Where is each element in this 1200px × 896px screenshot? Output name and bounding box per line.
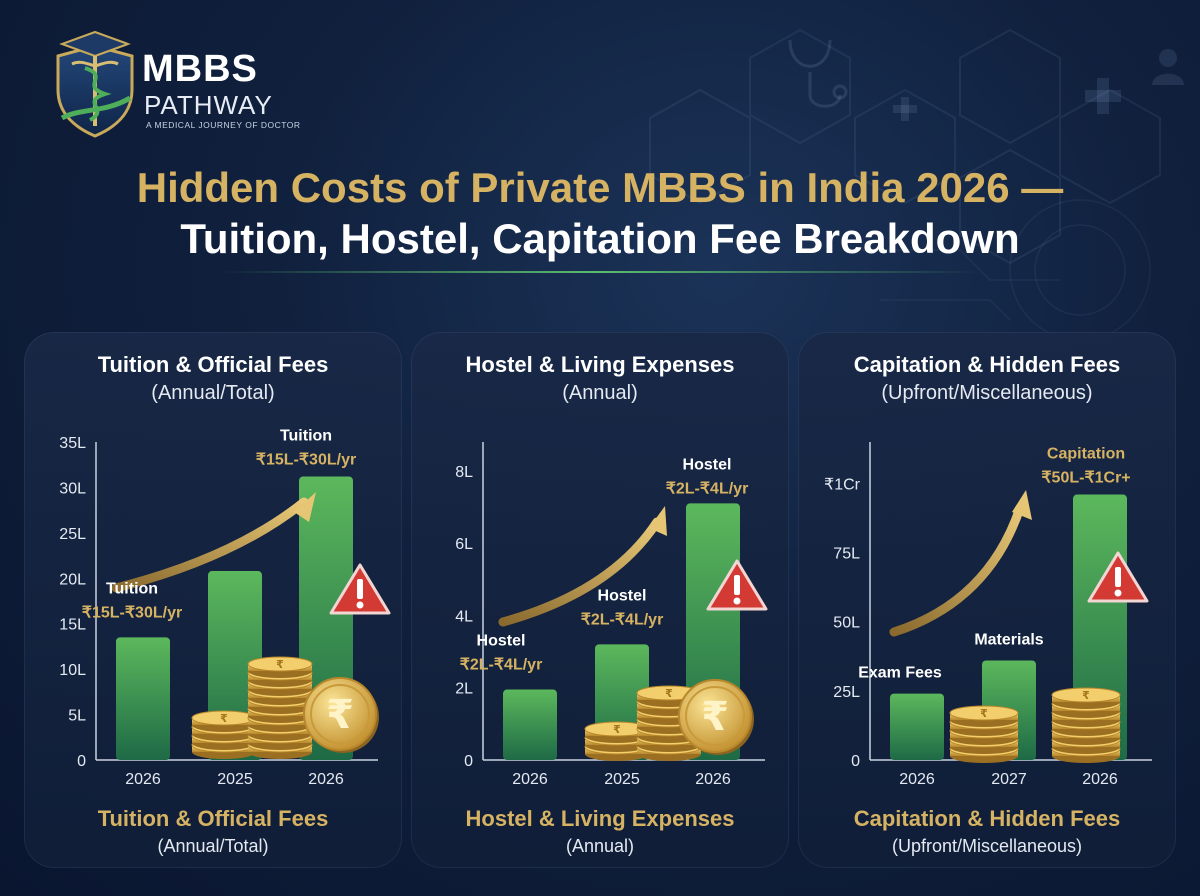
bar-0	[116, 637, 170, 760]
data-label-range: ₹15L-₹30L/yr	[82, 604, 182, 621]
panel-footer-sub: (Upfront/Miscellaneous)	[891, 836, 1083, 856]
svg-text:₹: ₹	[276, 658, 284, 671]
y-tick-label: 35L	[59, 435, 86, 452]
svg-text:₹: ₹	[1082, 689, 1090, 702]
data-label-name: Tuition	[280, 428, 332, 445]
x-tick-label: 2026	[125, 771, 161, 788]
svg-text:₹: ₹	[980, 707, 988, 720]
tuition-chart: 0 5L 10L 15L 20L 25L 30L 35L 2026 2025 2026 ₹ ₹ ₹ Tuit…	[59, 428, 391, 788]
brand-name: MBBS	[142, 48, 258, 90]
data-label-name: Materials	[974, 631, 1043, 648]
y-tick-label: 30L	[59, 480, 86, 497]
hostel-panel: Hostel & Living Expenses (Annual) 0 2L 4L 6…	[411, 332, 789, 868]
y-tick-label: 2L	[455, 681, 473, 698]
y-tick-label: 50L	[833, 615, 860, 632]
bar-0	[503, 689, 557, 760]
doctor-icon	[1152, 49, 1184, 85]
y-tick-label: 4L	[455, 608, 473, 625]
coin-stack-icon: ₹	[584, 721, 650, 761]
y-tick-label: ₹1Cr	[824, 476, 861, 493]
y-tick-label: 25L	[833, 684, 860, 701]
y-tick-label: 0	[464, 753, 473, 770]
svg-text:₹: ₹	[613, 723, 621, 736]
capitation-chart: 0 25L 50L 75L ₹1Cr 2026 2027 2026 ₹ ₹ Exam Fees Mat…	[824, 442, 1152, 788]
y-tick-label: 15L	[59, 617, 86, 634]
x-tick-label: 2026	[1082, 771, 1118, 788]
page-title-line-2: Tuition, Hostel, Capitation Fee Breakdow…	[180, 215, 1020, 262]
y-tick-label: 8L	[455, 464, 473, 481]
bar-0	[890, 693, 944, 760]
panel-footer: Hostel & Living Expenses	[465, 806, 735, 831]
data-label-range: ₹50L-₹1Cr+	[1041, 470, 1130, 487]
coin-stack-icon: ₹	[191, 710, 257, 759]
y-tick-label: 25L	[59, 526, 86, 543]
coin-stack-icon: ₹	[1051, 687, 1121, 763]
data-label-range: ₹2L-₹4L/yr	[666, 480, 749, 497]
svg-text:₹: ₹	[220, 712, 228, 725]
panel-footer-sub: (Annual/Total)	[157, 836, 269, 856]
data-label-name: Tuition	[106, 580, 158, 597]
y-tick-label: 5L	[68, 708, 86, 725]
rupee-coin-icon: ₹	[303, 677, 379, 753]
panel-footer-sub: (Annual)	[565, 836, 635, 856]
title-divider	[220, 271, 980, 273]
brand-name-sub: PATHWAY	[144, 90, 273, 120]
growth-arrow	[889, 490, 1032, 637]
stethoscope-icon	[788, 39, 848, 108]
brand-tagline: A MEDICAL JOURNEY OF DOCTOR	[146, 120, 301, 130]
data-label-range: ₹2L-₹4L/yr	[460, 657, 543, 674]
growth-arrow	[498, 506, 667, 627]
y-tick-label: 10L	[59, 662, 86, 679]
warning-triangle-icon	[329, 563, 391, 615]
svg-text:₹: ₹	[326, 692, 354, 738]
y-tick-label: 0	[851, 753, 860, 770]
panel-heading: Tuition & Official Fees	[97, 352, 329, 377]
x-tick-label: 2026	[308, 771, 344, 788]
capitation-panel: Capitation & Hidden Fees (Upfront/Miscel…	[798, 332, 1176, 868]
x-tick-label: 2026	[899, 771, 935, 788]
panel-footer: Tuition & Official Fees	[97, 806, 329, 831]
svg-text:₹: ₹	[701, 694, 729, 740]
panel-subheading: (Upfront/Miscellaneous)	[881, 382, 1093, 404]
panel-subheading: (Annual/Total)	[151, 382, 275, 404]
rupee-coin-icon: ₹	[678, 679, 754, 755]
y-tick-label: 75L	[833, 546, 860, 563]
coin-stack-icon: ₹	[247, 656, 313, 759]
data-label-name: Hostel	[477, 633, 526, 650]
y-tick-label: 20L	[59, 571, 86, 588]
warning-triangle-icon	[706, 559, 768, 611]
panel-footer: Capitation & Hidden Fees	[853, 806, 1121, 831]
x-tick-label: 2026	[695, 771, 731, 788]
medical-cross-icon	[893, 78, 1121, 121]
y-tick-label: 6L	[455, 536, 473, 553]
svg-text:₹: ₹	[665, 687, 673, 700]
data-label-name: Capitation	[1047, 446, 1125, 463]
data-label-range: ₹15L-₹30L/yr	[256, 452, 356, 469]
y-tick-label: 0	[77, 753, 86, 770]
caduceus-shield-logo	[56, 30, 134, 138]
coin-stack-icon: ₹	[949, 705, 1019, 763]
tuition-panel: Tuition & Official Fees (Annual/Total) 0…	[24, 332, 402, 868]
data-label-name: Hostel	[598, 587, 647, 604]
growth-arrow	[111, 492, 316, 593]
panel-subheading: (Annual)	[562, 382, 638, 404]
brand-logo: MBBS PATHWAY A MEDICAL JOURNEY OF DOCTOR	[50, 28, 310, 140]
panel-heading: Hostel & Living Expenses	[465, 352, 735, 377]
data-label-name: Hostel	[683, 456, 732, 473]
page-title-line-1: Hidden Costs of Private MBBS in India 20…	[136, 164, 1064, 211]
panel-heading: Capitation & Hidden Fees	[853, 352, 1121, 377]
warning-triangle-icon	[1087, 551, 1149, 603]
hostel-chart: 0 2L 4L 6L 8L 2026 2025 2026 ₹ ₹ ₹ Hostel ₹2L-₹4L/yr…	[455, 442, 768, 788]
x-tick-label: 2025	[604, 771, 640, 788]
x-tick-label: 2026	[512, 771, 548, 788]
x-tick-label: 2027	[991, 771, 1027, 788]
data-label-name: Exam Fees	[858, 665, 942, 682]
data-label-range: ₹2L-₹4L/yr	[581, 611, 664, 628]
x-tick-label: 2025	[217, 771, 253, 788]
